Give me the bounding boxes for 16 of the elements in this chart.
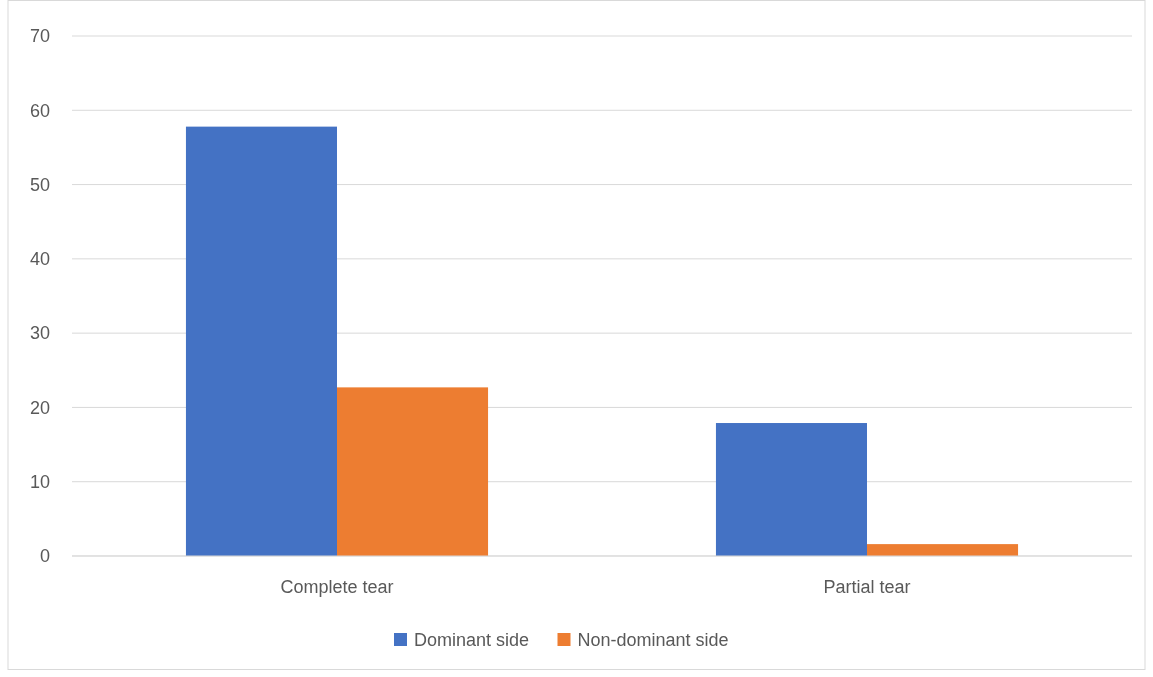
y-tick-label: 60 [29,100,50,121]
bar [185,126,337,556]
y-tick-label: 50 [29,174,50,195]
x-tick-label: Partial tear [823,577,911,597]
y-tick-label: 10 [29,472,50,493]
y-tick-label: 20 [29,397,50,418]
legend-label: Dominant side [414,630,530,651]
bar [715,423,867,556]
bar [867,544,1019,556]
bar [337,387,489,556]
y-tick-label: 0 [39,546,50,567]
x-tick-label: Complete tear [280,577,394,597]
y-tick-label: 70 [29,26,50,47]
legend-label: Non-dominant side [577,630,729,651]
y-tick-label: 40 [29,249,50,270]
y-tick-label: 30 [29,323,50,344]
